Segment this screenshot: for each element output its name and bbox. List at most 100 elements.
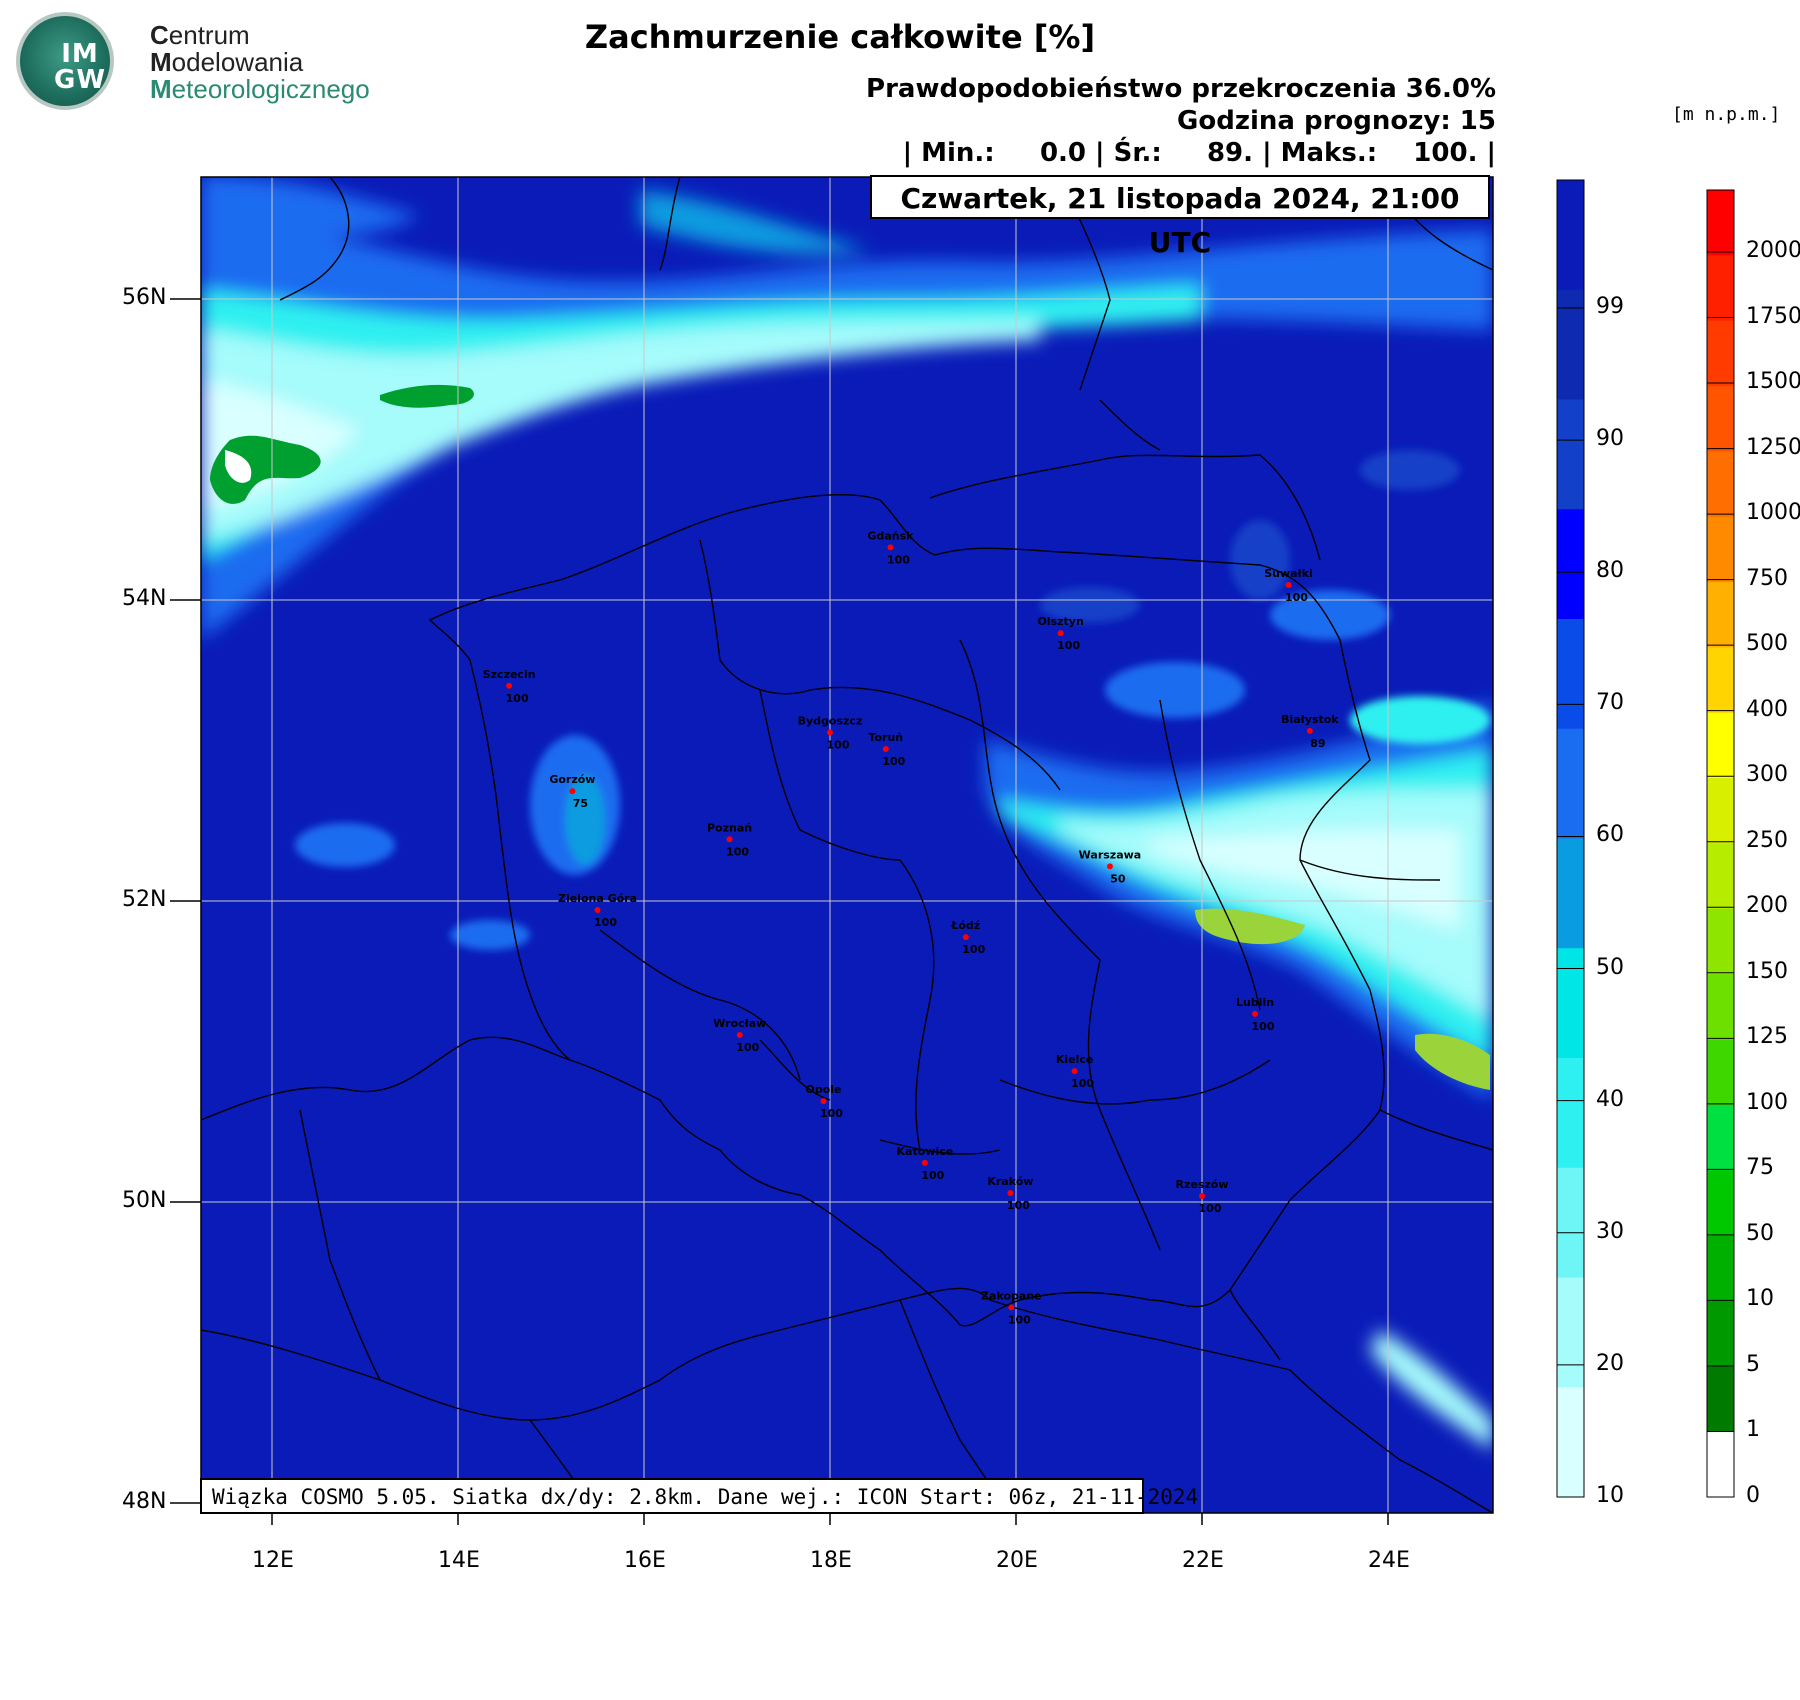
city-value-label: 50 bbox=[1110, 872, 1126, 885]
cloud-colorbar-label: 30 bbox=[1596, 1218, 1624, 1244]
city-value-label: 100 bbox=[827, 738, 850, 751]
city-value-label: 100 bbox=[1252, 1020, 1275, 1033]
elevation-colorbar-segment bbox=[1707, 712, 1734, 779]
lon-label-18e: 18E bbox=[810, 1548, 852, 1573]
city-dot bbox=[962, 934, 969, 941]
elevation-colorbar-segment bbox=[1707, 582, 1734, 648]
cloud-colorbar-segment bbox=[1557, 399, 1584, 510]
cloud-colorbar-segment bbox=[1557, 838, 1584, 949]
elevation-colorbar-label: 50 bbox=[1746, 1220, 1774, 1246]
city-markers: Gdańsk 100 Suwałki 100 Olsztyn 100 Szczecin 100… bbox=[483, 529, 1340, 1326]
lat-label-50n: 50N bbox=[122, 1188, 167, 1213]
city-dot bbox=[1306, 727, 1313, 734]
city-value-label: 100 bbox=[820, 1107, 843, 1120]
elevation-colorbar-segment bbox=[1707, 974, 1734, 1041]
elevation-colorbar-segment bbox=[1707, 647, 1734, 714]
elevation-colorbar-segment bbox=[1707, 778, 1734, 844]
cloud-colorbar-segment bbox=[1557, 180, 1584, 291]
elevation-colorbar-segment bbox=[1707, 190, 1734, 256]
city-name-label: Kielce bbox=[1056, 1053, 1094, 1066]
city-dot bbox=[820, 1098, 827, 1105]
elevation-colorbar-label: 1250 bbox=[1746, 434, 1800, 460]
stats-line: | Min.: 0.0 | Śr.: 89. | Maks.: 100. | bbox=[902, 138, 1496, 168]
city-value-label: 100 bbox=[962, 943, 985, 956]
lon-label-22e: 22E bbox=[1182, 1548, 1224, 1573]
city-value-label: 75 bbox=[573, 797, 588, 810]
city-value-label: 100 bbox=[594, 916, 617, 929]
city-dot bbox=[1106, 863, 1113, 870]
elevation-colorbar-label: 125 bbox=[1746, 1024, 1788, 1050]
city-dot bbox=[569, 788, 576, 795]
elevation-colorbar-segment bbox=[1707, 516, 1734, 583]
lon-label-24e: 24E bbox=[1368, 1548, 1410, 1573]
elevation-colorbar-segment bbox=[1707, 1300, 1734, 1367]
cloud-colorbar-segment bbox=[1557, 1058, 1584, 1169]
lat-label-52n: 52N bbox=[122, 887, 167, 912]
city-value-label: 100 bbox=[726, 845, 749, 858]
cloud-colorbar-label: 10 bbox=[1596, 1483, 1624, 1508]
axis-ticks bbox=[170, 298, 1389, 1525]
cloud-colorbar-label: 20 bbox=[1596, 1350, 1624, 1376]
city-dot bbox=[1199, 1192, 1205, 1199]
cloud-colorbar-label: 99 bbox=[1596, 294, 1624, 319]
city-value-label: 100 bbox=[736, 1041, 759, 1054]
logo-abbrev-bottom: GW bbox=[53, 65, 107, 95]
city-name-label: Gorzów bbox=[549, 773, 595, 786]
cloud-colorbar-segment bbox=[1557, 1167, 1584, 1278]
city-name-label: Wrocław bbox=[713, 1017, 766, 1030]
cloud-colorbar-segment bbox=[1557, 948, 1584, 1059]
cloud-colorbar-segment bbox=[1557, 728, 1584, 839]
elevation-colorbar-segment bbox=[1707, 1170, 1734, 1237]
city-value-label: 100 bbox=[1057, 639, 1080, 652]
city-value-label: 100 bbox=[1285, 591, 1308, 604]
city-value-label: 100 bbox=[1008, 1313, 1031, 1326]
city-value-label: 100 bbox=[882, 755, 905, 768]
city-dot bbox=[887, 544, 894, 551]
lon-label-12e: 12E bbox=[252, 1548, 294, 1573]
logo-word-3: eteorologicznego bbox=[171, 74, 370, 104]
city-dot bbox=[1285, 581, 1292, 588]
city-name-label: Zakopane bbox=[981, 1289, 1042, 1302]
city-value-label: 100 bbox=[921, 1169, 944, 1182]
elevation-colorbar-label: 1750 bbox=[1746, 303, 1800, 329]
elevation-colorbar-segment bbox=[1707, 1366, 1734, 1433]
logo-initial-1: C bbox=[150, 20, 169, 50]
logo-word-2: odelowania bbox=[171, 47, 304, 77]
city-value-label: 89 bbox=[1310, 737, 1325, 750]
elevation-colorbar-label: 0 bbox=[1746, 1483, 1760, 1508]
city-dot bbox=[1071, 1068, 1078, 1075]
elevation-colorbar-label: 500 bbox=[1746, 631, 1788, 657]
elevation-colorbar-label: 150 bbox=[1746, 958, 1788, 984]
logo-initial-2: M bbox=[150, 47, 172, 77]
cloud-colorbar-label: 80 bbox=[1596, 558, 1624, 584]
city-dot bbox=[506, 682, 513, 689]
cloud-colorbar-label: 60 bbox=[1596, 822, 1624, 848]
city-name-label: Warszawa bbox=[1079, 848, 1142, 861]
probability-line: Prawdopodobieństwo przekroczenia 36.0% bbox=[866, 74, 1496, 104]
elevation-colorbar-label: 1000 bbox=[1746, 500, 1800, 526]
city-dot bbox=[1007, 1189, 1014, 1196]
logo-abbrev: IM GW bbox=[40, 41, 120, 93]
city-value-label: 100 bbox=[506, 692, 529, 705]
city-name-label: Białystok bbox=[1281, 713, 1339, 726]
cloud-colorbar-label: 90 bbox=[1596, 426, 1624, 452]
elevation-colorbar-label: 1 bbox=[1746, 1417, 1760, 1443]
elevation-colorbar-segment bbox=[1707, 1235, 1734, 1302]
graticule bbox=[201, 177, 1493, 1513]
city-name-label: Szczecin bbox=[483, 668, 536, 681]
imgw-logo: IM GW bbox=[16, 12, 114, 110]
lon-label-20e: 20E bbox=[996, 1548, 1038, 1573]
lon-label-14e: 14E bbox=[438, 1548, 480, 1573]
cloud-colorbar-label: 50 bbox=[1596, 954, 1624, 980]
elevation-colorbar-label: 250 bbox=[1746, 827, 1788, 853]
city-name-label: Poznań bbox=[707, 821, 752, 834]
city-dot bbox=[1008, 1304, 1015, 1311]
elevation-colorbar-segment bbox=[1707, 1431, 1734, 1498]
elevation-colorbar-label: 75 bbox=[1746, 1155, 1774, 1181]
logo-abbrev-top: IM bbox=[61, 39, 99, 69]
city-dot bbox=[921, 1159, 928, 1166]
cloud-field: Gdańsk 100 Suwałki 100 Olsztyn 100 Szczecin 100… bbox=[201, 177, 1493, 1513]
lon-label-16e: 16E bbox=[624, 1548, 666, 1573]
city-name-label: Opole bbox=[805, 1083, 841, 1096]
